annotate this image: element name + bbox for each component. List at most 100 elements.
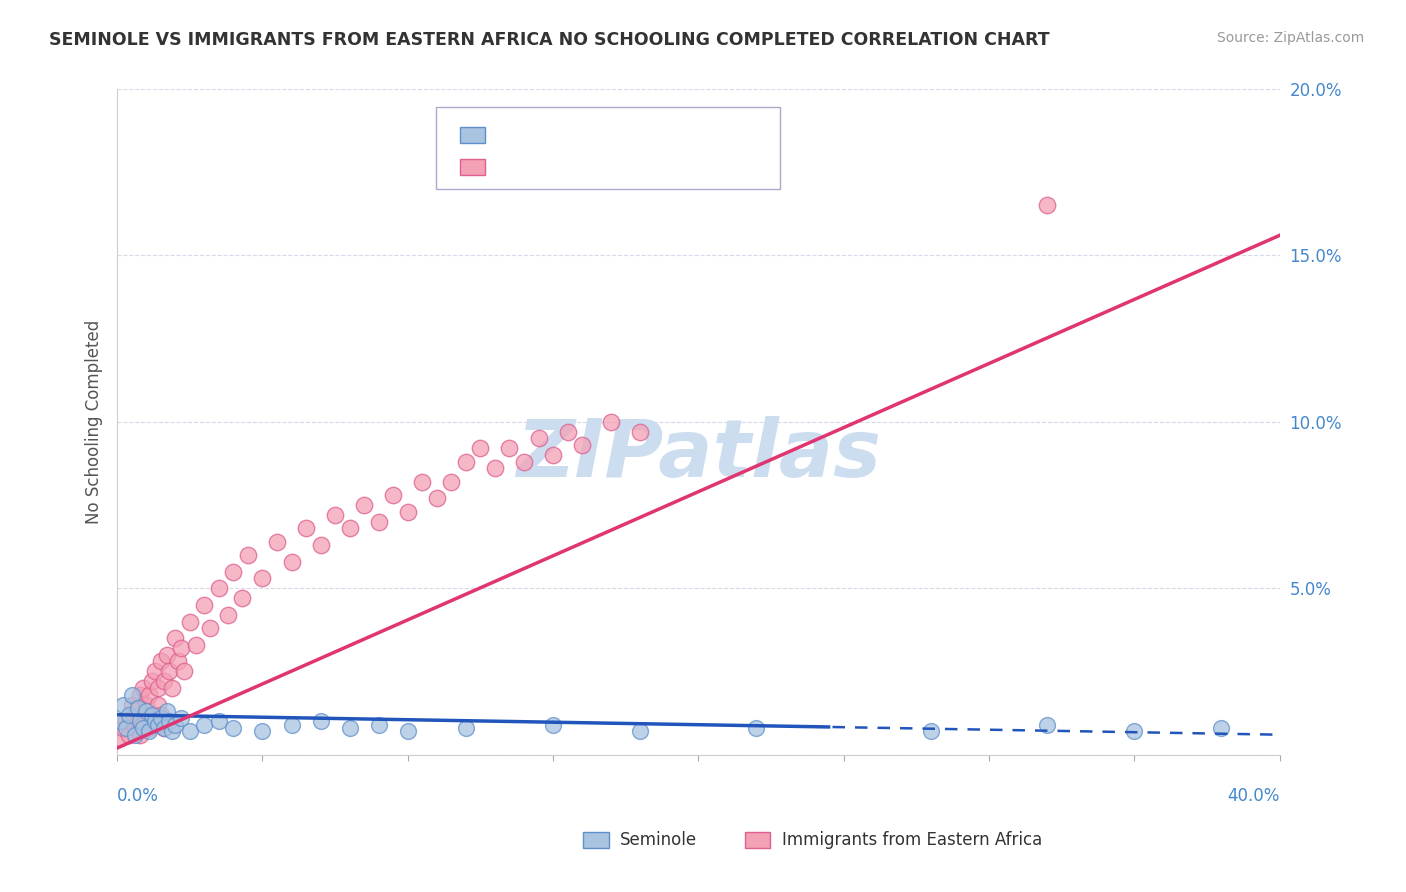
Point: [149, 707, 172, 722]
Point: [1036, 717, 1059, 731]
Point: [129, 688, 152, 702]
Point: [135, 698, 157, 712]
Point: [527, 432, 550, 446]
Point: [138, 721, 160, 735]
Point: [541, 448, 564, 462]
Point: [155, 648, 177, 662]
Point: [152, 674, 174, 689]
Point: [146, 681, 169, 695]
Point: [339, 721, 361, 735]
Point: [108, 731, 131, 745]
Point: [353, 498, 375, 512]
Point: [146, 698, 169, 712]
Point: [367, 717, 389, 731]
Point: [628, 425, 651, 439]
Point: [184, 638, 207, 652]
Point: [146, 717, 169, 731]
Point: [266, 534, 288, 549]
Point: [222, 721, 245, 735]
Point: [127, 701, 149, 715]
Point: [1211, 721, 1233, 735]
Point: [170, 711, 193, 725]
Point: [108, 714, 131, 729]
Point: [143, 714, 166, 729]
Point: [454, 455, 477, 469]
Text: Seminole: Seminole: [620, 831, 697, 849]
Point: [162, 724, 184, 739]
Point: [454, 721, 477, 735]
Point: [222, 565, 245, 579]
Point: [498, 442, 520, 456]
Point: [124, 721, 146, 735]
Point: [280, 555, 302, 569]
Point: [141, 674, 163, 689]
Point: [115, 714, 138, 729]
Point: [179, 615, 201, 629]
Point: [571, 438, 593, 452]
Point: [411, 475, 433, 489]
Point: [170, 641, 193, 656]
Point: [143, 665, 166, 679]
Point: [541, 717, 564, 731]
Text: SEMINOLE VS IMMIGRANTS FROM EASTERN AFRICA NO SCHOOLING COMPLETED CORRELATION CH: SEMINOLE VS IMMIGRANTS FROM EASTERN AFRI…: [49, 31, 1050, 49]
Point: [179, 724, 201, 739]
Text: ZIPatlas: ZIPatlas: [516, 416, 882, 494]
Point: [149, 711, 172, 725]
Point: [309, 538, 332, 552]
Point: [165, 631, 187, 645]
Text: 0.0%: 0.0%: [117, 787, 159, 805]
Point: [1036, 198, 1059, 212]
Point: [115, 721, 138, 735]
Text: Immigrants from Eastern Africa: Immigrants from Eastern Africa: [782, 831, 1042, 849]
Point: [149, 655, 172, 669]
Point: [600, 415, 623, 429]
Point: [121, 698, 143, 712]
Point: [557, 425, 579, 439]
Point: [118, 707, 141, 722]
Point: [513, 455, 536, 469]
Point: [111, 698, 134, 712]
Point: [231, 591, 253, 606]
Point: [141, 714, 163, 729]
Point: [152, 721, 174, 735]
Point: [252, 724, 274, 739]
Point: [382, 488, 405, 502]
Point: [208, 714, 231, 729]
Point: [162, 681, 184, 695]
Point: [129, 714, 152, 729]
Point: [121, 707, 143, 722]
Point: [127, 714, 149, 729]
Point: [252, 571, 274, 585]
Point: [159, 665, 181, 679]
Point: [167, 655, 190, 669]
Point: [745, 721, 768, 735]
Point: [152, 721, 174, 735]
Point: [143, 707, 166, 722]
Point: [367, 515, 389, 529]
Point: [426, 491, 449, 506]
Point: [323, 508, 346, 522]
Point: [165, 717, 187, 731]
Point: [124, 728, 146, 742]
Point: [236, 548, 259, 562]
Point: [141, 707, 163, 722]
Point: [173, 665, 195, 679]
Point: [198, 621, 221, 635]
Point: [193, 717, 215, 731]
Point: [111, 721, 134, 735]
Point: [155, 705, 177, 719]
Point: [118, 728, 141, 742]
Point: [138, 688, 160, 702]
Point: [121, 688, 143, 702]
Point: [1123, 724, 1146, 739]
Point: [129, 728, 152, 742]
Y-axis label: No Schooling Completed: No Schooling Completed: [86, 319, 103, 524]
Point: [127, 701, 149, 715]
Point: [208, 581, 231, 595]
Point: [138, 724, 160, 739]
Point: [484, 461, 506, 475]
Point: [135, 705, 157, 719]
Point: [628, 724, 651, 739]
Point: [470, 442, 492, 456]
Point: [920, 724, 942, 739]
